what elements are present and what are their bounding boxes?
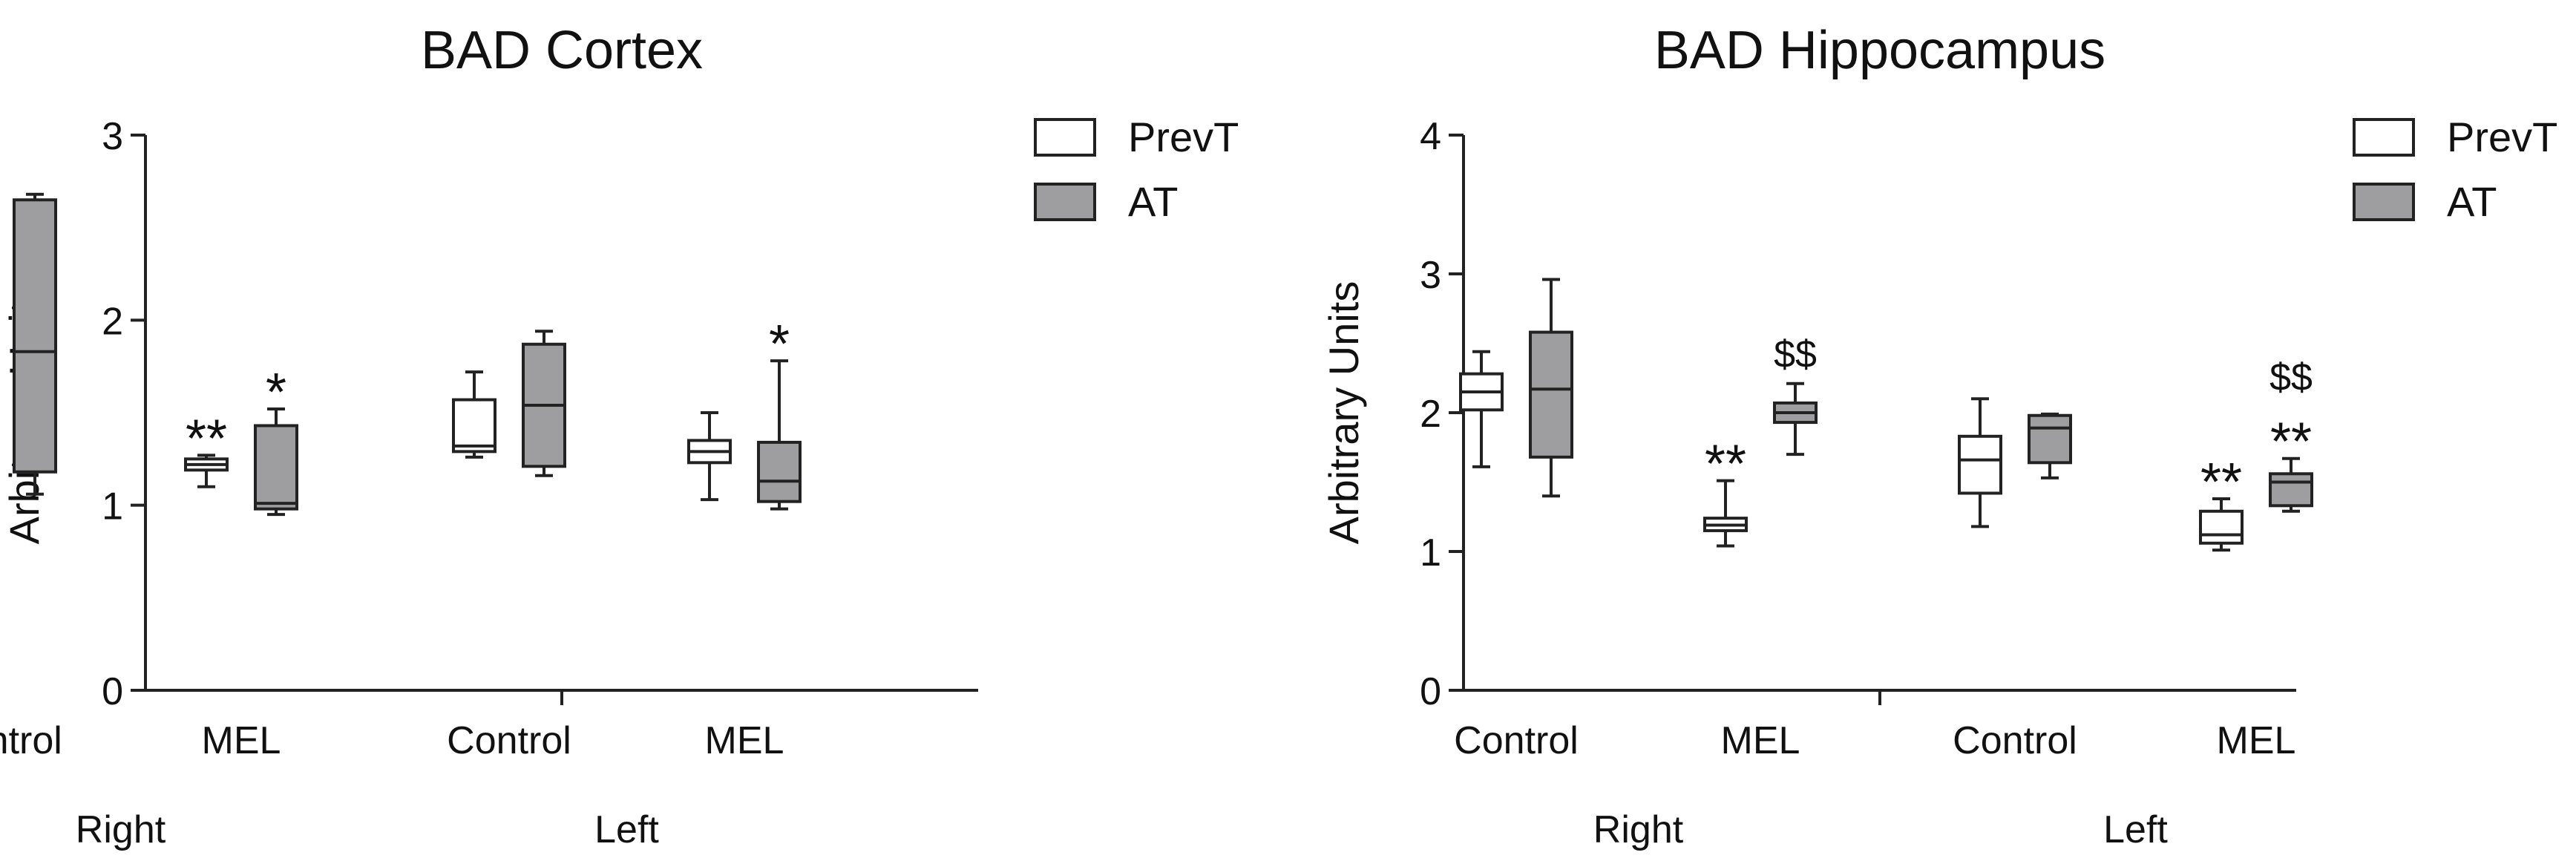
iqr-box — [13, 198, 57, 474]
y-tick-label: 4 — [1420, 115, 1441, 158]
x-group-label: Right — [76, 808, 166, 851]
legend-swatch-prevt — [2353, 118, 2415, 157]
significance-stars: * — [769, 315, 790, 374]
legend-label-at: AT — [1128, 178, 1178, 225]
box-at-5 — [2028, 412, 2072, 479]
iqr-box — [254, 424, 298, 511]
box-prevt-0 — [1459, 350, 1504, 468]
iqr-box — [757, 440, 802, 503]
box-at-5 — [522, 330, 566, 477]
y-tick-label: 1 — [1420, 531, 1441, 574]
x-category-label: Control — [1953, 719, 2077, 762]
legend-swatch-at — [2353, 183, 2415, 221]
legend-swatch-prevt — [1034, 118, 1096, 157]
legend-label-prevt: PrevT — [1128, 114, 1239, 160]
iqr-box — [2028, 413, 2072, 465]
legend-label-at: AT — [2447, 178, 2497, 225]
box-at-1 — [13, 192, 57, 496]
x-category-label: Control — [1454, 719, 1579, 762]
y-tick-label: 3 — [1420, 254, 1441, 297]
legend-label-prevt: PrevT — [2447, 114, 2557, 160]
significance-stars: * — [266, 363, 286, 422]
hippocampus-panel: BAD Hippocampus Arbitrary Units 0 1 2 3 4 Contr… — [1320, 21, 2557, 851]
box-at-3: * — [254, 363, 298, 517]
x-group-label: Right — [1593, 808, 1684, 851]
x-category-label: MEL — [2217, 719, 2296, 762]
significance-dollars: $$ — [2269, 356, 2313, 399]
significance-stars: ** — [2200, 453, 2242, 512]
box-prevt-2: ** — [184, 409, 229, 488]
x-category-label: MEL — [1721, 719, 1800, 762]
x-group-label: Left — [594, 808, 659, 851]
x-category-label: Control — [447, 719, 571, 762]
iqr-box — [2199, 509, 2244, 545]
iqr-box — [1529, 330, 1573, 459]
y-tick-label: 3 — [102, 115, 123, 158]
y-tick-label: 2 — [102, 300, 123, 343]
significance-stars: ** — [2270, 413, 2312, 472]
chart-title: BAD Hippocampus — [1654, 21, 2105, 80]
cortex-panel: BAD CortexArbitrary Units0123ControlMELR… — [0, 21, 1239, 851]
box-at-7: * — [757, 315, 802, 511]
iqr-box — [452, 398, 496, 454]
x-category-label: MEL — [202, 719, 281, 762]
box-prevt-6 — [687, 411, 732, 502]
box-prevt-4 — [452, 370, 496, 459]
significance-stars: ** — [186, 409, 227, 468]
y-tick-label: 1 — [102, 485, 123, 528]
box-prevt-4 — [1958, 397, 2002, 528]
chart-title: BAD Cortex — [421, 21, 703, 80]
y-tick-label: 2 — [1420, 393, 1441, 436]
significance-dollars: $$ — [1774, 333, 1817, 376]
box-at-7: $$ ** — [2269, 356, 2313, 513]
x-group-label: Left — [2103, 808, 2168, 851]
iqr-box — [2269, 472, 2313, 508]
y-axis-label: Arbitrary Units — [1320, 281, 1367, 545]
y-tick-label: 0 — [1420, 670, 1441, 713]
legend-swatch-at — [1034, 183, 1096, 221]
x-category-label: MEL — [705, 719, 784, 762]
x-category-label: Control — [0, 719, 62, 762]
y-tick-label: 0 — [102, 670, 123, 713]
box-prevt-2: ** — [1703, 435, 1748, 548]
iqr-box — [1958, 434, 2002, 495]
significance-stars: ** — [1705, 435, 1746, 494]
box-at-3: $$ — [1773, 333, 1818, 456]
box-prevt-6: ** — [2199, 453, 2244, 552]
box-at-1 — [1529, 278, 1573, 498]
